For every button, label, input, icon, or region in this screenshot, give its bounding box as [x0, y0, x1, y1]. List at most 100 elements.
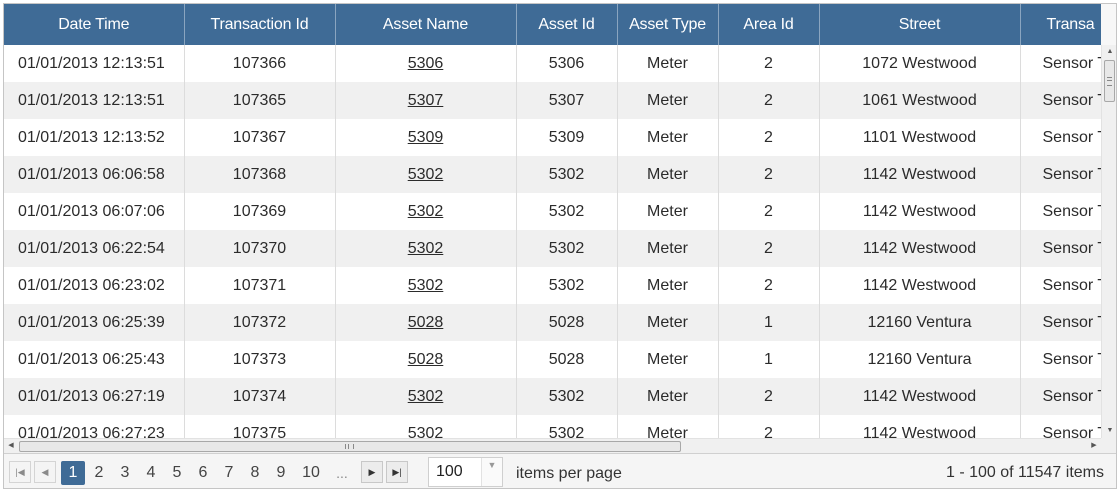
page-size-select[interactable]: 100 ▼ — [428, 457, 503, 487]
prev-page-icon[interactable]: ◀ — [34, 461, 56, 483]
table-row[interactable]: 01/01/2013 12:13:51 107366 5306 5306 Meter 2 1… — [4, 45, 1101, 82]
table-row[interactable]: 01/01/2013 06:23:02 107371 5302 5302 Meter 2 1… — [4, 267, 1101, 304]
table-row[interactable]: 01/01/2013 06:22:54 107370 5302 5302 Meter 2 1… — [4, 230, 1101, 267]
table-row[interactable]: 01/01/2013 12:13:52 107367 5309 5309 Meter 2 1… — [4, 119, 1101, 156]
asset-name-link[interactable]: 5309 — [407, 128, 444, 146]
cell-transaction-id: 107373 — [184, 341, 336, 378]
horizontal-scroll-thumb[interactable] — [19, 441, 681, 452]
page-10-button[interactable]: 10 — [302, 464, 320, 481]
page-2-button[interactable]: 2 — [94, 464, 104, 481]
asset-name-link[interactable]: 5028 — [407, 350, 444, 368]
vertical-scroll-thumb[interactable] — [1104, 60, 1115, 102]
cell-asset-name: 5306 — [335, 45, 517, 82]
scroll-left-arrow-icon[interactable]: ◀ — [8, 442, 14, 449]
cell-asset-name: 5302 — [335, 230, 517, 267]
chevron-down-icon[interactable]: ▼ — [481, 458, 502, 486]
cell-asset-type: Meter — [617, 119, 719, 156]
table-body: 01/01/2013 12:13:51 107366 5306 5306 Meter 2 1… — [4, 45, 1101, 438]
pager: |◀ ◀ 1 2 3 4 5 6 7 8 9 10 ... ▶ ▶| 100 ▼… — [4, 453, 1116, 488]
cell-area-id: 2 — [718, 230, 820, 267]
cell-transaction-type: Sensor T — [1020, 378, 1101, 415]
asset-name-link[interactable]: 5028 — [407, 313, 444, 331]
cell-transaction-type: Sensor T — [1020, 304, 1101, 341]
more-pages-button[interactable]: ... — [336, 465, 348, 481]
page-7-button[interactable]: 7 — [224, 464, 234, 481]
scroll-up-arrow-icon[interactable]: ▲ — [1106, 48, 1114, 55]
column-header-area-id[interactable]: Area Id — [718, 4, 820, 45]
cell-transaction-id: 107369 — [184, 193, 336, 230]
cell-street: 1072 Westwood — [819, 45, 1021, 82]
page-6-button[interactable]: 6 — [198, 464, 208, 481]
cell-asset-id: 5028 — [516, 341, 618, 378]
page-8-button[interactable]: 8 — [250, 464, 260, 481]
cell-transaction-id: 107371 — [184, 267, 336, 304]
asset-name-link[interactable]: 5302 — [407, 165, 444, 183]
asset-name-link[interactable]: 5302 — [407, 424, 444, 439]
cell-asset-id: 5302 — [516, 415, 618, 438]
table-row[interactable]: 01/01/2013 06:25:43 107373 5028 5028 Meter 1 1… — [4, 341, 1101, 378]
cell-asset-type: Meter — [617, 267, 719, 304]
cell-transaction-type: Sensor T — [1020, 156, 1101, 193]
asset-name-link[interactable]: 5306 — [407, 54, 444, 72]
table-row[interactable]: 01/01/2013 12:13:51 107365 5307 5307 Meter 2 1… — [4, 82, 1101, 119]
column-header-asset-type[interactable]: Asset Type — [617, 4, 719, 45]
items-per-page-label: items per page — [516, 465, 622, 482]
cell-street: 1142 Westwood — [819, 415, 1021, 438]
page-9-button[interactable]: 9 — [276, 464, 286, 481]
table-row[interactable]: 01/01/2013 06:07:06 107369 5302 5302 Meter 2 1… — [4, 193, 1101, 230]
page-4-button[interactable]: 4 — [146, 464, 156, 481]
cell-asset-name: 5309 — [335, 119, 517, 156]
column-header-transaction-type[interactable]: Transa — [1020, 4, 1101, 45]
grid-viewport: Date Time Transaction Id Asset Name Asse… — [4, 4, 1101, 438]
cell-asset-name: 5302 — [335, 378, 517, 415]
asset-name-link[interactable]: 5302 — [407, 387, 444, 405]
cell-transaction-id: 107375 — [184, 415, 336, 438]
column-header-date-time[interactable]: Date Time — [4, 4, 185, 45]
cell-date-time: 01/01/2013 06:22:54 — [4, 230, 185, 267]
next-page-icon[interactable]: ▶ — [361, 461, 383, 483]
cell-transaction-type: Sensor T — [1020, 45, 1101, 82]
cell-transaction-id: 107368 — [184, 156, 336, 193]
cell-street: 1142 Westwood — [819, 378, 1021, 415]
column-header-transaction-id[interactable]: Transaction Id — [184, 4, 336, 45]
page-3-button[interactable]: 3 — [120, 464, 130, 481]
page-5-button[interactable]: 5 — [172, 464, 182, 481]
grip-icon — [1107, 77, 1112, 86]
table-row[interactable]: 01/01/2013 06:27:19 107374 5302 5302 Meter 2 1… — [4, 378, 1101, 415]
header-corner — [1101, 4, 1116, 45]
asset-name-link[interactable]: 5302 — [407, 276, 444, 294]
page-1-button[interactable]: 1 — [61, 461, 85, 485]
cell-street: 12160 Ventura — [819, 304, 1021, 341]
scroll-right-arrow-icon[interactable]: ▶ — [1091, 442, 1097, 449]
cell-transaction-type: Sensor T — [1020, 415, 1101, 438]
cell-date-time: 01/01/2013 06:07:06 — [4, 193, 185, 230]
vertical-scrollbar[interactable]: ▲ ▼ — [1101, 45, 1116, 438]
asset-name-link[interactable]: 5302 — [407, 239, 444, 257]
scroll-down-arrow-icon[interactable]: ▼ — [1106, 427, 1114, 434]
cell-asset-name: 5302 — [335, 267, 517, 304]
cell-transaction-type: Sensor T — [1020, 341, 1101, 378]
last-page-icon[interactable]: ▶| — [386, 461, 408, 483]
first-page-icon[interactable]: |◀ — [9, 461, 31, 483]
cell-area-id: 2 — [718, 45, 820, 82]
column-header-asset-id[interactable]: Asset Id — [516, 4, 618, 45]
cell-asset-id: 5307 — [516, 82, 618, 119]
header-row: Date Time Transaction Id Asset Name Asse… — [4, 4, 1101, 45]
asset-name-link[interactable]: 5307 — [407, 91, 444, 109]
table-row[interactable]: 01/01/2013 06:27:23 107375 5302 5302 Meter 2 1… — [4, 415, 1101, 438]
cell-area-id: 2 — [718, 267, 820, 304]
table-row[interactable]: 01/01/2013 06:25:39 107372 5028 5028 Meter 1 1… — [4, 304, 1101, 341]
column-header-street[interactable]: Street — [819, 4, 1021, 45]
asset-name-link[interactable]: 5302 — [407, 202, 444, 220]
cell-street: 1101 Westwood — [819, 119, 1021, 156]
cell-area-id: 2 — [718, 82, 820, 119]
horizontal-scrollbar[interactable]: ◀ ▶ — [4, 438, 1101, 453]
column-header-asset-name[interactable]: Asset Name — [335, 4, 517, 45]
table-row[interactable]: 01/01/2013 06:06:58 107368 5302 5302 Meter 2 1… — [4, 156, 1101, 193]
pager-summary: 1 - 100 of 11547 items — [945, 464, 1104, 481]
cell-area-id: 1 — [718, 341, 820, 378]
cell-date-time: 01/01/2013 06:23:02 — [4, 267, 185, 304]
scrollbar-corner — [1101, 438, 1116, 453]
cell-transaction-type: Sensor T — [1020, 119, 1101, 156]
cell-transaction-id: 107367 — [184, 119, 336, 156]
